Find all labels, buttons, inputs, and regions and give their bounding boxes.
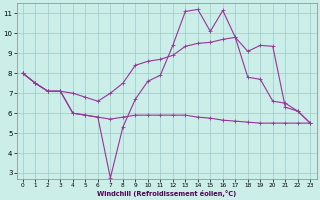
X-axis label: Windchill (Refroidissement éolien,°C): Windchill (Refroidissement éolien,°C)	[97, 190, 236, 197]
